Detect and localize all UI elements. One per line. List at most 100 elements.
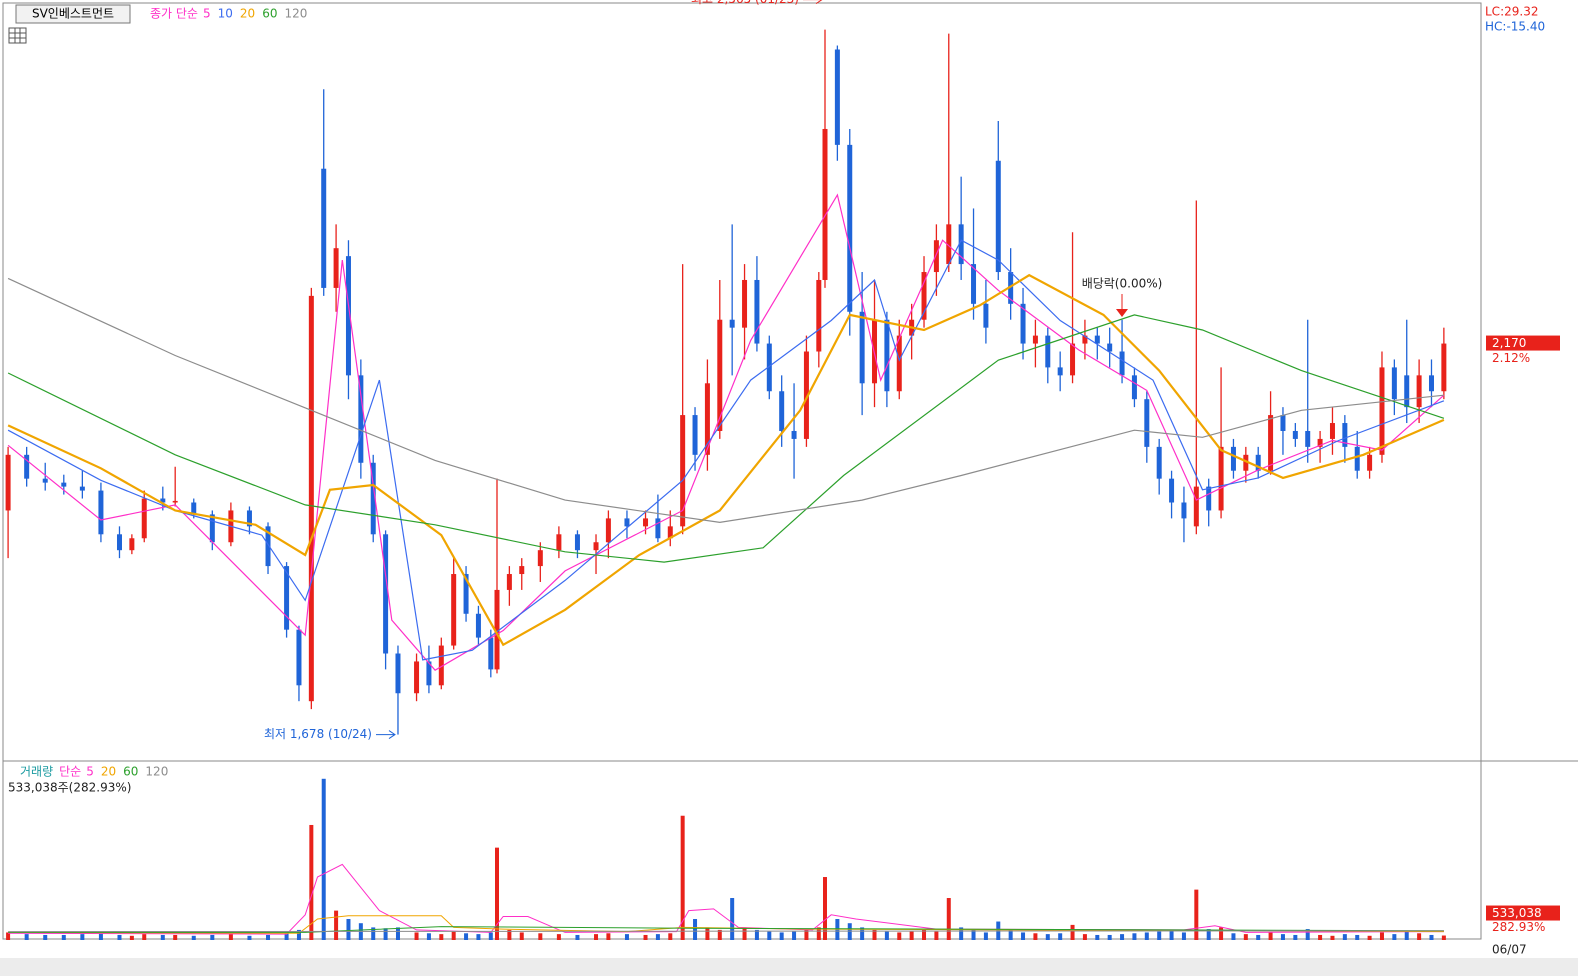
candle-body — [1206, 486, 1212, 511]
volume-bar — [556, 934, 561, 940]
candle-body — [519, 566, 525, 575]
volume-bar — [668, 933, 673, 940]
candle-body — [816, 279, 822, 352]
volume-bar — [1305, 929, 1310, 940]
candle-body — [1268, 415, 1274, 471]
volume-bar — [296, 929, 301, 940]
table-icon[interactable] — [8, 27, 27, 44]
stock-name-box[interactable] — [15, 4, 131, 24]
volume-bar — [1441, 935, 1446, 940]
volume-bar — [142, 934, 147, 940]
candle-body — [1131, 375, 1137, 400]
volume-bar — [1256, 934, 1261, 940]
candle-body — [884, 319, 890, 392]
candle-body — [24, 454, 30, 479]
volume-bar — [705, 927, 710, 940]
candle-body — [1391, 367, 1397, 400]
candle-body — [933, 240, 939, 273]
volume-bar — [1169, 929, 1174, 940]
candle-body — [265, 526, 271, 567]
candle-body — [1354, 446, 1360, 471]
candle-body — [1342, 423, 1348, 447]
volume-bar — [643, 934, 648, 940]
candle-body — [692, 415, 698, 455]
volume-bar — [1157, 931, 1162, 940]
volume-bar — [767, 931, 772, 940]
candle-body — [1181, 502, 1187, 519]
volume-bar — [371, 927, 376, 940]
candle-body — [172, 500, 178, 503]
volume-summary: 533,038주(282.93%) — [8, 781, 131, 795]
volume-bar — [24, 934, 29, 940]
volume-title: 거래량 — [20, 765, 53, 779]
candle-body — [921, 272, 927, 320]
volume-bar — [117, 934, 122, 940]
volume-bar — [1367, 935, 1372, 940]
hc-label: HC:-15.40 — [1485, 20, 1545, 34]
candle-body — [1317, 438, 1323, 447]
candle-body — [1144, 399, 1150, 447]
candle-body — [605, 518, 611, 543]
volume-bar — [1355, 934, 1360, 940]
candle-body — [1367, 454, 1373, 471]
volume-bar — [464, 933, 469, 940]
candle-body — [61, 482, 67, 487]
volume-bar — [426, 933, 431, 940]
volume-bar — [129, 935, 134, 940]
moving-average-line — [8, 930, 1444, 933]
candle-body — [1416, 375, 1422, 408]
candle-body — [395, 653, 401, 694]
x-end-label: 06/07 — [1492, 943, 1527, 957]
volume-bar — [730, 898, 735, 940]
volume-bar — [594, 934, 599, 940]
candle-body — [370, 462, 376, 535]
candle-body — [680, 415, 686, 527]
plot-frame — [2, 2, 1482, 940]
volume-bar — [1206, 929, 1211, 940]
volume-bar — [959, 927, 964, 940]
legend-entry: 120 — [145, 765, 168, 779]
volume-bar — [971, 929, 976, 940]
volume-bar — [693, 919, 698, 940]
volume-bar — [779, 932, 784, 940]
candle-body — [358, 375, 364, 463]
ex-dividend-label: 배당락(0.00%) — [1082, 277, 1163, 291]
candle-body — [451, 574, 457, 646]
volume-bar — [383, 928, 388, 940]
candle-body — [1428, 375, 1434, 392]
volume-bar — [1120, 934, 1125, 940]
volume-bar — [160, 934, 165, 940]
stock-name[interactable]: SV인베스트먼트 — [32, 7, 114, 21]
moving-average-line — [7, 314, 1445, 563]
candle-body — [791, 430, 797, 439]
volume-bar — [1033, 933, 1038, 940]
candle-body — [1169, 478, 1175, 503]
candle-body — [5, 454, 11, 511]
candle-body — [593, 542, 599, 551]
volume-bar — [1181, 932, 1186, 940]
volume-bar — [173, 934, 178, 940]
volume-bar — [884, 931, 889, 940]
candle-body — [1032, 335, 1038, 344]
legend-entry: 10 — [218, 7, 233, 21]
volume-bar — [321, 778, 326, 940]
candle-body — [1107, 343, 1113, 352]
candle-body — [98, 490, 104, 535]
candle-body — [834, 49, 840, 145]
legend-label: 종가 단순 — [150, 7, 198, 21]
candle-body — [1379, 367, 1385, 455]
volume-bar — [742, 927, 747, 940]
volume-bar — [909, 931, 914, 940]
volume-bar — [897, 932, 902, 940]
candle-body — [1218, 446, 1224, 511]
volume-bar — [80, 934, 85, 940]
candle-body — [847, 144, 853, 312]
volume-bar — [266, 934, 271, 940]
candle-body — [1156, 446, 1162, 479]
marks — [5, 29, 1447, 940]
candle-body — [1193, 486, 1199, 527]
candle-body — [859, 311, 865, 384]
candle-body — [463, 574, 469, 614]
candle-body — [983, 303, 989, 328]
bottom-strip — [0, 958, 1578, 976]
